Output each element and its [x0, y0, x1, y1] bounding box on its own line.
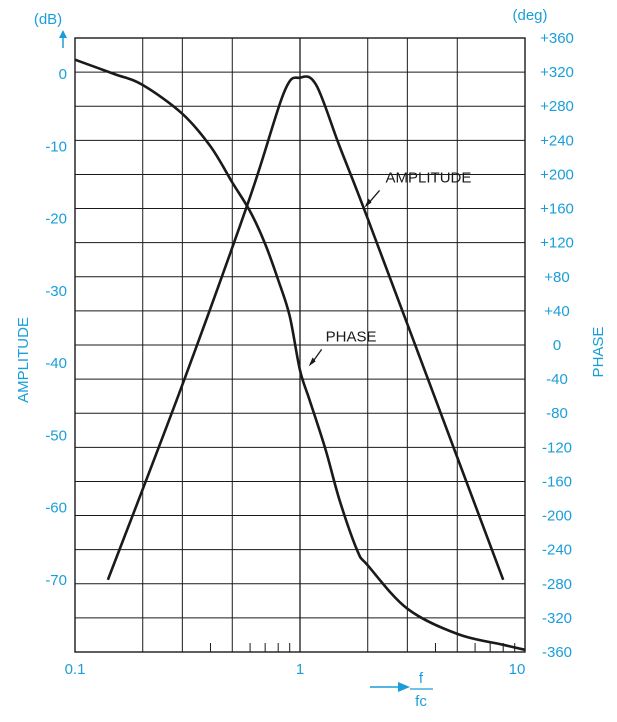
y-right-tick-label: +200 [540, 166, 574, 183]
right-arrow-icon [398, 682, 410, 692]
y-right-tick-label: 0 [553, 337, 561, 354]
y-right-tick-label: -200 [542, 508, 572, 525]
y-right-tick-label: -280 [542, 576, 572, 593]
grid [74, 37, 526, 653]
x-tick-label: 1 [296, 661, 304, 678]
y-right-tick-label: -120 [542, 439, 572, 456]
amplitude-annotation-label: AMPLITUDE [386, 169, 472, 186]
x-tick-label: 0.1 [65, 661, 86, 678]
annotation-arrowhead-icon [308, 357, 316, 367]
annotation-layer: AMPLITUDE PHASE [308, 169, 472, 367]
y-right-tick-label: +40 [544, 303, 569, 320]
y-left-unit: (dB) [34, 11, 62, 28]
phase-annotation-label: PHASE [326, 328, 377, 345]
y-left-tick-label: -30 [45, 283, 67, 300]
y-left-tick-label: -60 [45, 500, 67, 517]
annotation-arrowhead-icon [364, 198, 372, 208]
y-left-tick-label: -70 [45, 572, 67, 589]
y-left-tick-label: -40 [45, 355, 67, 372]
y-right-tick-label: +280 [540, 98, 574, 115]
y-left-axis-title: AMPLITUDE [15, 317, 32, 403]
y-right-axis-title: PHASE [590, 327, 607, 378]
y-left-tick-label: -10 [45, 138, 67, 155]
series-layer [74, 58, 526, 652]
y-right-tick-label: +240 [540, 132, 574, 149]
y-right-tick-label: +360 [540, 30, 574, 47]
y-left-tick-label: -50 [45, 427, 67, 444]
x-tick-label: 10 [509, 661, 526, 678]
y-right-tick-label: -240 [542, 542, 572, 559]
y-left-tick-label: -20 [45, 211, 67, 228]
y-right-unit: (deg) [512, 7, 547, 24]
y-right-tick-label: +80 [544, 269, 569, 286]
y-right-tick-label: +120 [540, 235, 574, 252]
y-right-tick-label: -80 [546, 405, 568, 422]
y-right-tick-label: -320 [542, 610, 572, 627]
up-arrow-icon [59, 30, 67, 38]
y-right-tick-label: -160 [542, 473, 572, 490]
x-label-denominator: fc [415, 693, 427, 710]
x-label-numerator: f [419, 670, 424, 687]
y-right-tick-label: +160 [540, 201, 574, 218]
label-layer: 0 -10 -20 -30 -40 -50 -60 -70 +360 +320 +280 +240 +2… [15, 7, 607, 710]
y-right-tick-label: -360 [542, 644, 572, 661]
y-left-tick-label: 0 [59, 66, 67, 83]
y-right-tick-label: +320 [540, 64, 574, 81]
series-amplitude-line [106, 75, 505, 581]
series-phase-line [74, 58, 526, 652]
y-right-tick-label: -40 [546, 371, 568, 388]
